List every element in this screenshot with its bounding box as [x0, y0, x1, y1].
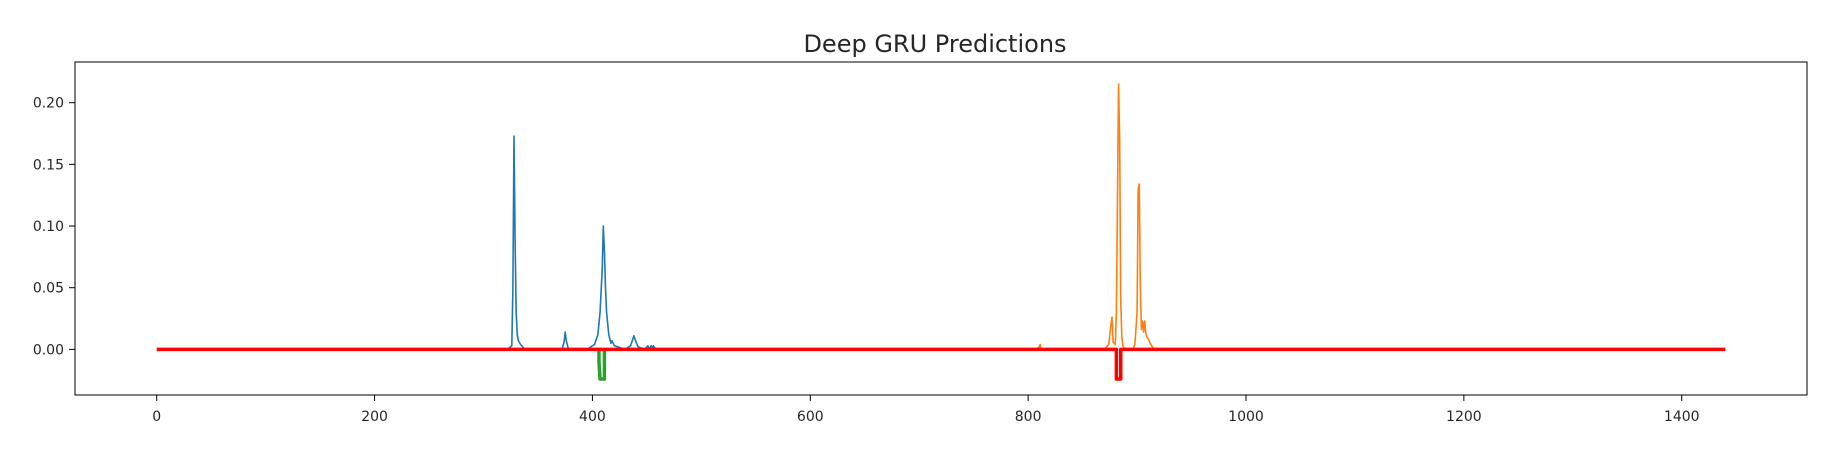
y-tick-label: 0.00: [33, 342, 64, 358]
y-tick-label: 0.20: [33, 96, 64, 112]
chart-title: Deep GRU Predictions: [803, 30, 1066, 58]
series-line-1: [506, 135, 657, 351]
x-tick-label: 0: [152, 409, 161, 425]
y-tick-label: 0.05: [33, 281, 64, 297]
x-axis: 0 200 400 600 800 1000 1200 1400: [152, 395, 1700, 425]
x-tick-label: 600: [797, 409, 824, 425]
y-tick-label: 0.15: [33, 157, 64, 173]
x-tick-label: 200: [361, 409, 388, 425]
series-layer: [156, 83, 1726, 381]
plot-area-frame: [74, 61, 1808, 396]
x-tick-label: 400: [579, 409, 606, 425]
x-tick-label: 1400: [1664, 409, 1700, 425]
x-tick-label: 1000: [1228, 409, 1264, 425]
x-tick-label: 800: [1015, 409, 1042, 425]
y-axis: 0.00 0.05 0.10 0.15 0.20: [33, 96, 75, 358]
series-line-3: [597, 349, 607, 381]
x-tick-label: 1200: [1446, 409, 1482, 425]
y-tick-label: 0.10: [33, 219, 64, 235]
series-line-2: [1036, 83, 1156, 351]
series-line-4: [156, 347, 1726, 381]
